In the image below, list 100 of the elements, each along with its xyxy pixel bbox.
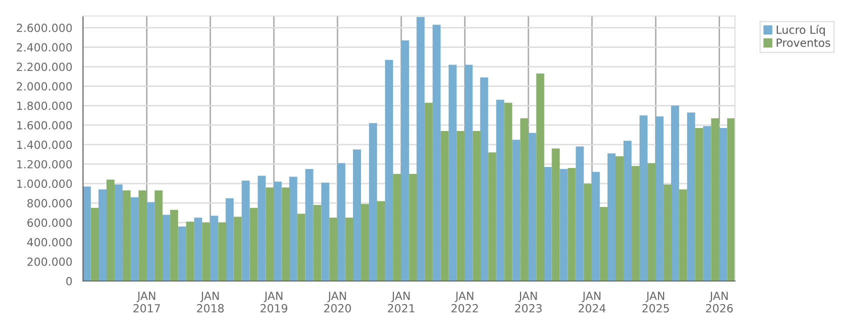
bar [695,128,704,281]
y-tick-label: 400.000 [27,238,72,246]
bar [321,182,330,281]
bar [464,64,473,281]
bar [106,180,115,281]
bar [122,190,131,281]
bar [90,208,99,281]
bar [162,214,170,281]
bar [297,214,306,281]
bar [234,216,242,281]
bar [416,16,425,281]
bar [528,132,536,281]
bar [616,156,624,281]
bar [194,218,202,281]
bar [640,115,648,281]
bar [648,163,656,281]
y-tick-label: 2.600.000 [16,24,72,32]
bar [369,123,378,281]
bar [496,100,504,281]
bar [544,167,552,281]
bar [576,146,584,281]
x-tick-label: JAN 2020 [324,292,351,312]
bar [114,184,123,281]
bar [154,190,163,281]
bar [719,128,728,281]
x-tick-label: JAN 2021 [388,292,414,312]
bar [656,116,664,281]
bar [600,206,608,281]
bar [424,102,433,281]
bar [186,222,194,281]
x-tick-label: JAN 2019 [260,292,288,312]
bar [266,187,274,281]
bar [607,153,616,281]
x-tick-label: JAN 2025 [642,292,669,312]
bar [703,126,712,281]
bar [592,172,600,281]
bar [432,24,441,281]
x-tick-label: JAN 2026 [706,292,733,312]
bar [218,222,226,281]
bar [512,140,520,281]
x-tick-label: JAN 2018 [197,292,224,312]
bar [560,168,568,281]
bar [83,186,91,281]
bar [440,130,449,281]
bar [130,197,139,281]
bar [393,174,402,281]
bar [202,222,210,281]
bar [632,166,640,281]
bar [385,60,394,281]
y-tick-label: 1.000.000 [17,180,72,188]
bar [504,102,512,281]
bar [282,187,290,281]
x-tick-label: JAN 2017 [133,292,160,312]
bar [568,168,576,281]
bar [352,149,362,281]
bar [329,218,338,281]
y-tick-label: 1.600.000 [17,121,72,130]
bar [138,190,147,281]
bar [456,130,465,281]
y-tick-label: 600.000 [27,218,72,227]
y-tick-label: 2.200.000 [16,62,72,72]
bar [226,198,234,281]
bar [98,189,107,281]
bar [536,73,544,281]
bar [361,204,370,281]
y-tick-label: 800.000 [27,199,72,208]
bar [448,64,457,281]
bar [210,216,218,281]
bar [520,118,528,281]
bar [313,205,322,281]
legend-label: Lucro Líq [776,24,825,36]
y-tick-label: 1.800.000 [17,102,72,110]
bar [337,163,346,281]
bar [624,140,632,281]
bar [274,182,282,281]
bar [178,226,186,281]
x-tick-label: JAN 2024 [578,292,606,312]
x-tick-label: JAN 2022 [452,292,478,312]
bar [671,106,680,281]
bar [664,184,672,281]
y-tick-label: 2.000.000 [16,82,72,91]
x-tick-label: JAN 2023 [515,292,542,312]
y-tick-label: 1.400.000 [17,140,72,149]
y-tick-label: 200.000 [27,257,72,266]
bar [250,208,258,281]
bar [472,130,481,281]
bar [242,180,250,281]
bar [488,152,496,281]
bar [687,112,696,281]
bar [584,184,592,281]
y-tick-label: 2.400.000 [16,43,72,52]
bar [146,202,155,281]
bar [679,189,688,281]
bar [409,174,418,281]
y-tick-label: 1.200.000 [17,160,72,168]
bar [305,168,314,281]
bar [552,148,560,281]
y-tick-label: 0 [66,276,72,286]
bar [480,77,488,281]
bar [401,40,410,281]
